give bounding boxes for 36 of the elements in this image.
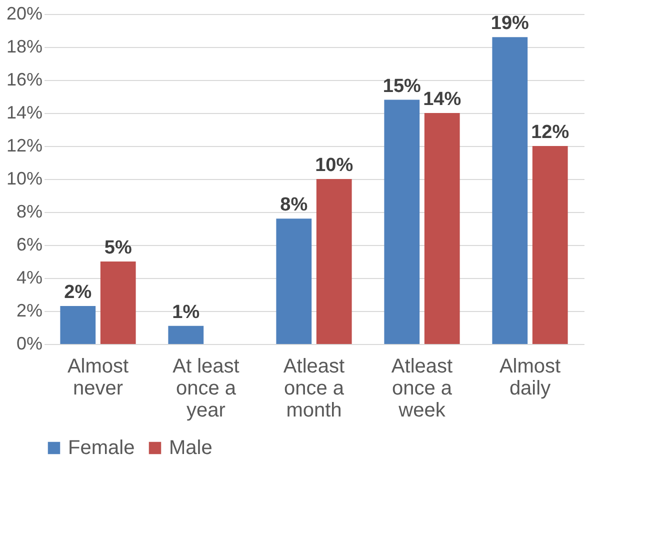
data-label: 19% (490, 13, 530, 34)
bar (384, 100, 420, 344)
data-label: 2% (64, 282, 92, 304)
data-label: 5% (104, 238, 132, 258)
y-tick-label: 20% (6, 4, 42, 24)
y-tick-label: 16% (6, 70, 42, 90)
x-tick-label: Atleast once a week (391, 356, 454, 422)
y-tick-label: 8% (16, 202, 42, 222)
data-label: 15% (382, 76, 422, 97)
y-tick-label: 0% (16, 334, 42, 354)
bar (424, 113, 460, 344)
bar (276, 218, 312, 344)
y-tick-label: 6% (16, 234, 42, 254)
x-tick-label: At least once a year (172, 356, 240, 422)
x-tick-label: Almost daily (499, 356, 562, 400)
bar (492, 37, 528, 344)
bar (168, 326, 204, 344)
y-tick-label: 10% (6, 168, 42, 188)
data-label: 14% (423, 89, 462, 110)
y-tick-label: 4% (16, 268, 42, 288)
data-label: 10% (315, 155, 354, 176)
x-tick-label: Almost never (67, 356, 130, 400)
legend-label: Female (68, 437, 135, 459)
data-label: 1% (172, 302, 200, 323)
y-tick-label: 2% (16, 300, 42, 320)
data-label: 12% (531, 122, 570, 143)
bar (532, 146, 568, 344)
x-tick-label: Atleast once a month (283, 356, 346, 422)
bar (60, 306, 96, 344)
bar (316, 179, 352, 344)
legend-label: Male (169, 437, 212, 459)
bar (100, 262, 136, 344)
y-tick-label: 14% (6, 102, 42, 122)
y-tick-label: 12% (6, 136, 42, 156)
y-tick-label: 18% (6, 36, 42, 56)
data-label: 8% (280, 194, 308, 216)
